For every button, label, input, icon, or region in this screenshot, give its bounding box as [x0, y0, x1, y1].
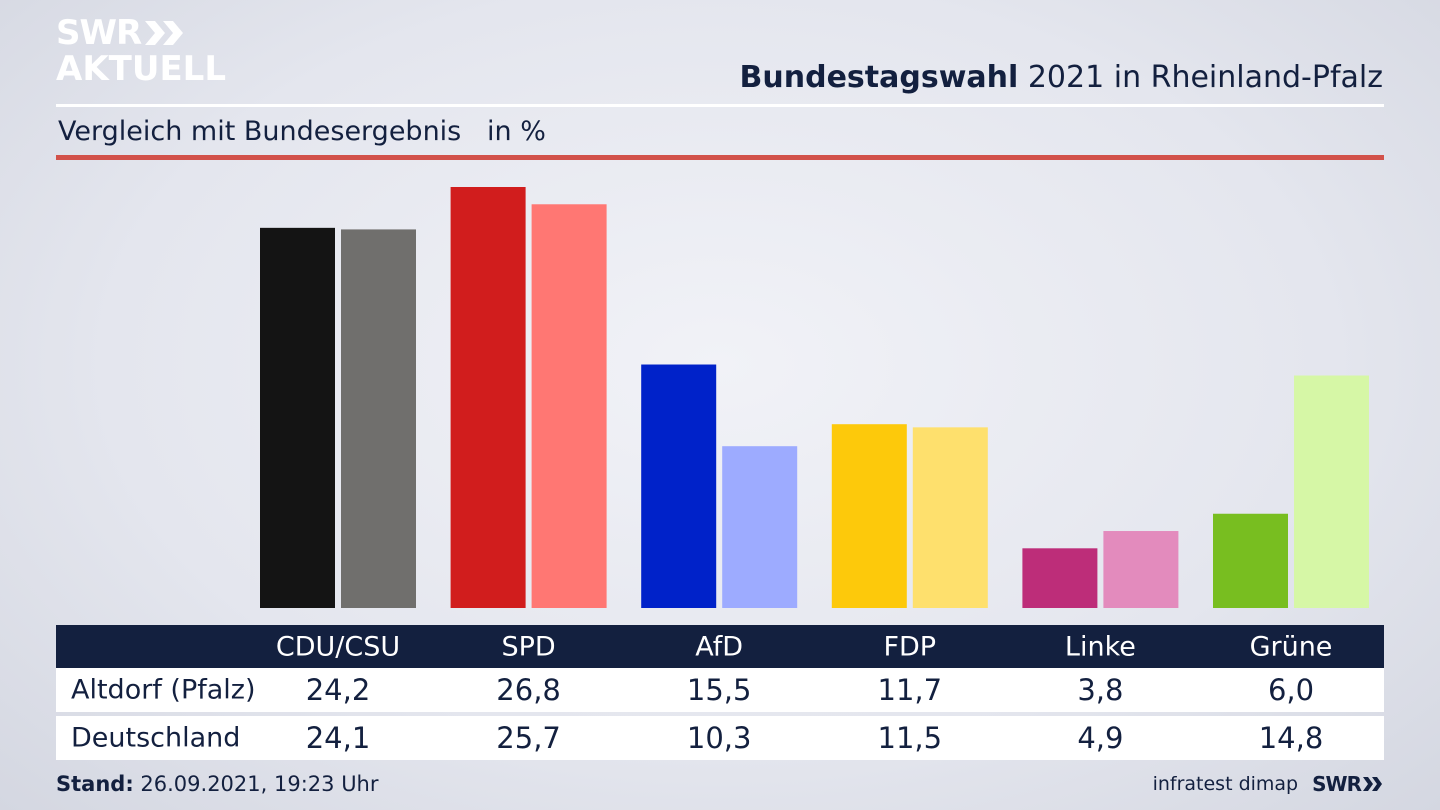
logo-swr-text: SWR	[56, 13, 142, 53]
table-header-row: CDU/CSU SPD AfD FDP Linke Grüne	[56, 625, 1384, 668]
bar-fdp-local	[831, 424, 907, 608]
value-fdp-local: 11,7	[877, 673, 943, 707]
row-label-local: Altdorf (Pfalz)	[71, 674, 256, 706]
bar-grüne-national	[1294, 375, 1369, 608]
value-spd-local: 26,8	[496, 673, 561, 707]
value-cdu-csu-national: 24,1	[305, 721, 371, 755]
title-divider	[56, 104, 1384, 107]
bar-afd-local	[641, 364, 717, 608]
value-fdp-national: 11,5	[877, 721, 943, 755]
swr-aktuell-logo: SWR AKTUELL	[56, 16, 226, 86]
value-linke-local: 3,8	[1077, 673, 1124, 707]
column-header-fdp: FDP	[883, 631, 937, 662]
logo-aktuell-text: AKTUELL	[56, 49, 227, 89]
row-label-national: Deutschland	[71, 722, 241, 754]
value-afd-national: 10,3	[686, 721, 752, 755]
column-header-linke: Linke	[1064, 631, 1136, 662]
footer-chevrons-icon	[1363, 777, 1382, 791]
timestamp: Stand: 26.09.2021, 19:23 Uhr	[56, 772, 379, 796]
source-text: infratest dimap	[1152, 773, 1299, 795]
logo-chevrons-icon	[145, 21, 184, 45]
column-header-grüne: Grüne	[1249, 631, 1333, 662]
table-row: Deutschland 24,1 25,7 10,3 11,5 4,9 14,8	[56, 716, 1384, 760]
bar-spd-local	[450, 187, 526, 608]
bar-spd-national	[531, 204, 607, 608]
bar-linke-local	[1022, 548, 1098, 608]
bar-cdu-csu-national	[341, 229, 416, 608]
bar-linke-national	[1103, 531, 1179, 608]
column-header-spd: SPD	[501, 631, 556, 662]
stand-value: 26.09.2021, 19:23 Uhr	[140, 772, 379, 796]
source-credit: infratest dimap SWR	[1153, 772, 1384, 796]
results-table: CDU/CSU SPD AfD FDP Linke Grüne Altdorf (Pfal…	[56, 625, 1384, 760]
bar-cdu-csu-local	[260, 227, 335, 609]
title-rest: 2021 in Rheinland-Pfalz	[1027, 60, 1383, 95]
bar-afd-national	[722, 446, 798, 608]
column-header-cdu-csu: CDU/CSU	[275, 631, 401, 662]
chart-title: Bundestagswahl 2021 in Rheinland-Pfalz	[740, 60, 1383, 95]
accent-divider	[56, 155, 1384, 160]
column-header-afd: AfD	[695, 631, 744, 662]
value-spd-national: 25,7	[496, 721, 561, 755]
footer-swr-text: SWR	[1312, 772, 1362, 796]
bar-fdp-national	[912, 427, 988, 608]
bar-grüne-local	[1213, 513, 1288, 608]
value-linke-national: 4,9	[1077, 721, 1124, 755]
stand-label: Stand:	[56, 772, 134, 796]
value-grüne-national: 14,8	[1258, 721, 1324, 755]
value-cdu-csu-local: 24,2	[305, 673, 371, 707]
footer-swr-logo: SWR	[1312, 772, 1384, 796]
value-afd-local: 15,5	[686, 673, 752, 707]
chart-subtitle: Vergleich mit Bundesergebnis in %	[58, 116, 546, 147]
table-row: Altdorf (Pfalz) 24,2 26,8 15,5 11,7 3,8 6,0	[56, 668, 1384, 712]
value-grüne-local: 6,0	[1267, 673, 1315, 707]
title-bold: Bundestagswahl	[739, 60, 1019, 95]
